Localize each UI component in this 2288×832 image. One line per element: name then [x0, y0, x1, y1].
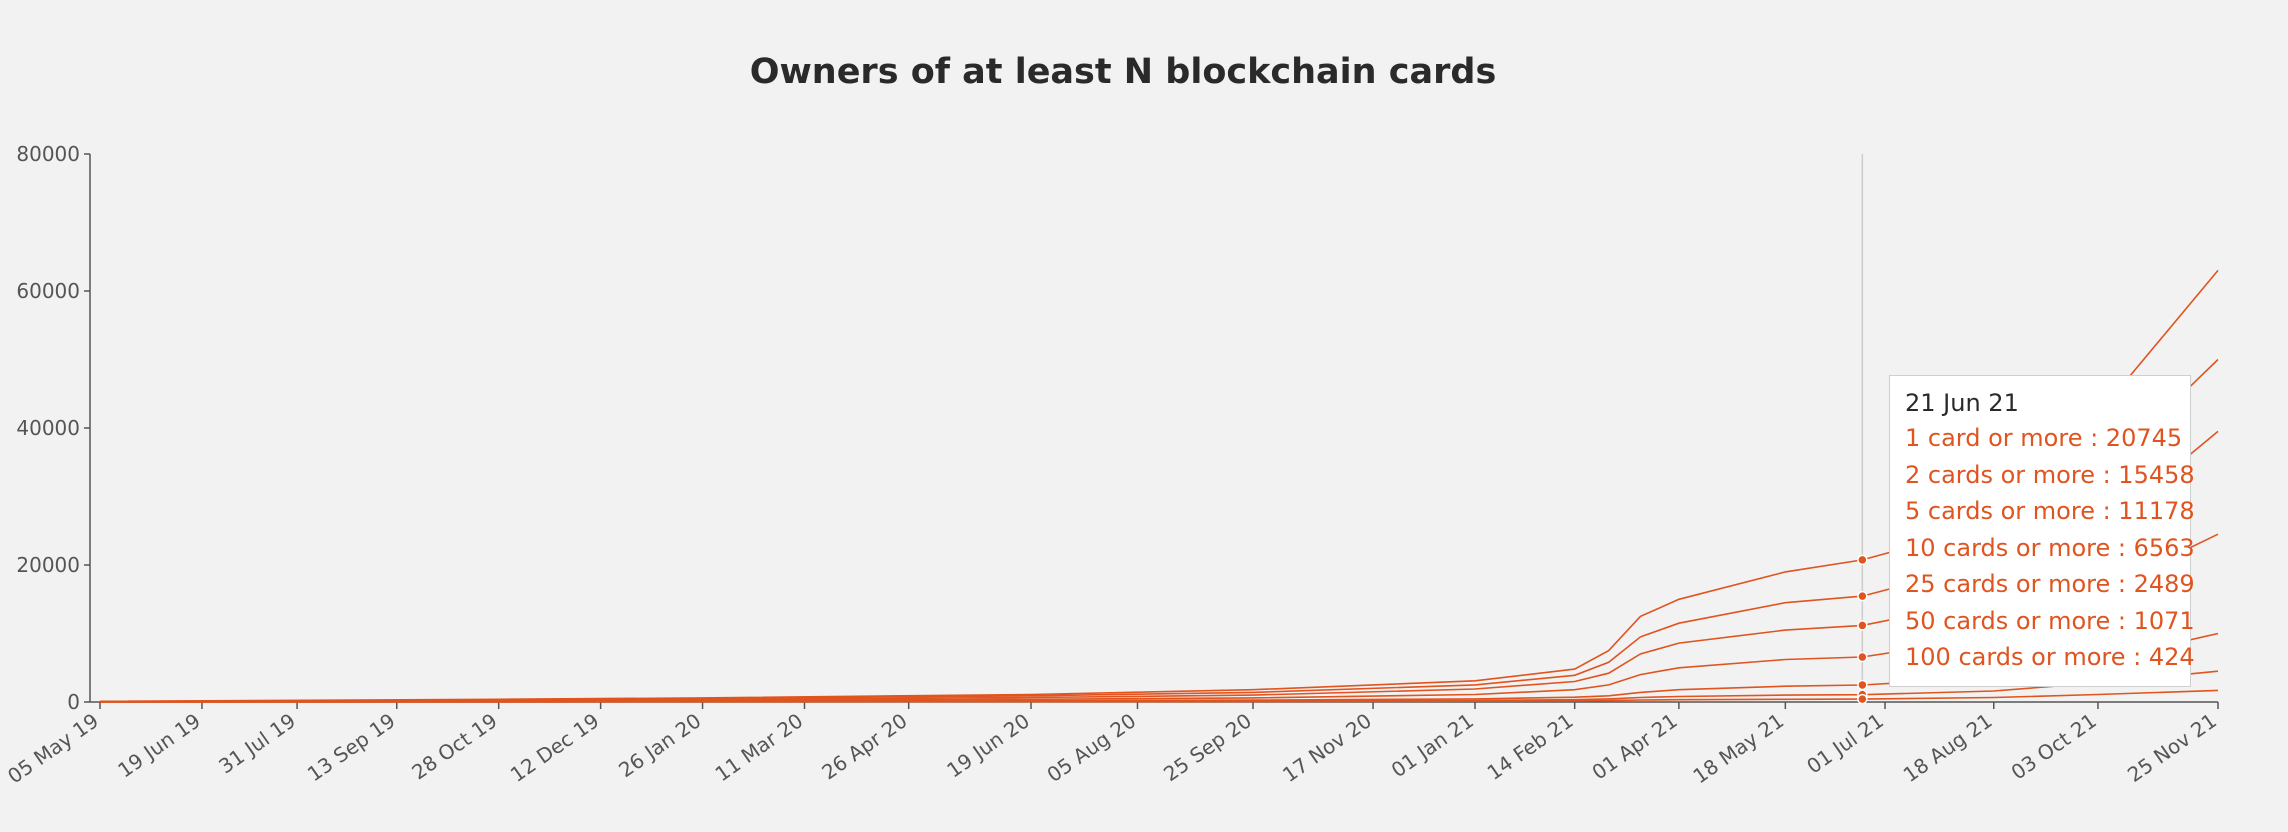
x-tick-label: 01 Jan 21 [1387, 708, 1478, 782]
x-tick-label: 31 Jul 19 [214, 708, 300, 778]
x-tick-label: 14 Feb 21 [1483, 708, 1578, 784]
hover-point-marker [1857, 651, 1868, 663]
x-tick-label: 01 Apr 21 [1588, 708, 1682, 784]
y-tick-label: 80000 [16, 142, 80, 166]
x-tick-label: 03 Oct 21 [2007, 708, 2101, 784]
y-tick-label: 0 [67, 690, 80, 714]
x-tick-label: 28 Oct 19 [407, 708, 501, 784]
x-tick-label: 18 Aug 21 [1899, 708, 1997, 787]
tooltip-row: 1 card or more : 20745 [1905, 424, 2183, 452]
tooltip-row: 5 cards or more : 11178 [1905, 497, 2195, 525]
crosshair-layer [1857, 154, 1868, 705]
hover-point-marker [1857, 679, 1868, 691]
series-line [99, 689, 2219, 703]
y-tick-label: 60000 [16, 279, 80, 303]
tooltip-row: 100 cards or more : 424 [1905, 643, 2195, 671]
x-tick-label: 05 Aug 20 [1042, 708, 1140, 787]
x-tick-label: 01 Jul 21 [1802, 708, 1888, 778]
hover-tooltip: 21 Jun 21 1 card or more : 20745 2 cards … [1889, 375, 2195, 687]
chart-title: Owners of at least N blockchain cards [749, 52, 1497, 92]
y-tick-label: 40000 [16, 416, 80, 440]
tooltip-rows: 1 card or more : 20745 2 cards or more : … [1905, 420, 2195, 676]
tooltip-row: 10 cards or more : 6563 [1905, 533, 2195, 562]
y-tick-label: 20000 [16, 553, 80, 577]
x-tick-label: 12 Dec 19 [506, 708, 604, 786]
x-tick-label: 18 May 21 [1688, 708, 1788, 788]
tooltip-row: 25 cards or more : 2489 [1905, 570, 2195, 598]
x-tick-label: 19 Jun 19 [113, 708, 204, 782]
tooltip-row: 2 cards or more : 15458 [1905, 460, 2195, 489]
hover-point-marker [1857, 590, 1868, 602]
hover-point-marker [1857, 693, 1868, 705]
x-tick-label: 19 Jun 20 [942, 708, 1033, 782]
tooltip-row: 50 cards or more : 1071 [1905, 606, 2195, 635]
x-tick-label: 13 Sep 19 [303, 708, 400, 786]
x-tick-label: 26 Apr 20 [817, 708, 911, 784]
hover-point-marker [1857, 554, 1868, 566]
x-tick-label: 25 Nov 21 [2123, 708, 2221, 787]
x-tick-label: 05 May 19 [3, 708, 103, 788]
x-tick-label: 11 Mar 20 [711, 708, 808, 786]
tooltip-date: 21 Jun 21 [1905, 389, 2019, 417]
x-tick-label: 26 Jan 20 [614, 708, 705, 782]
x-tick-label: 25 Sep 20 [1159, 708, 1256, 786]
x-tick-label: 17 Nov 20 [1278, 708, 1376, 787]
hover-point-marker [1857, 620, 1868, 631]
